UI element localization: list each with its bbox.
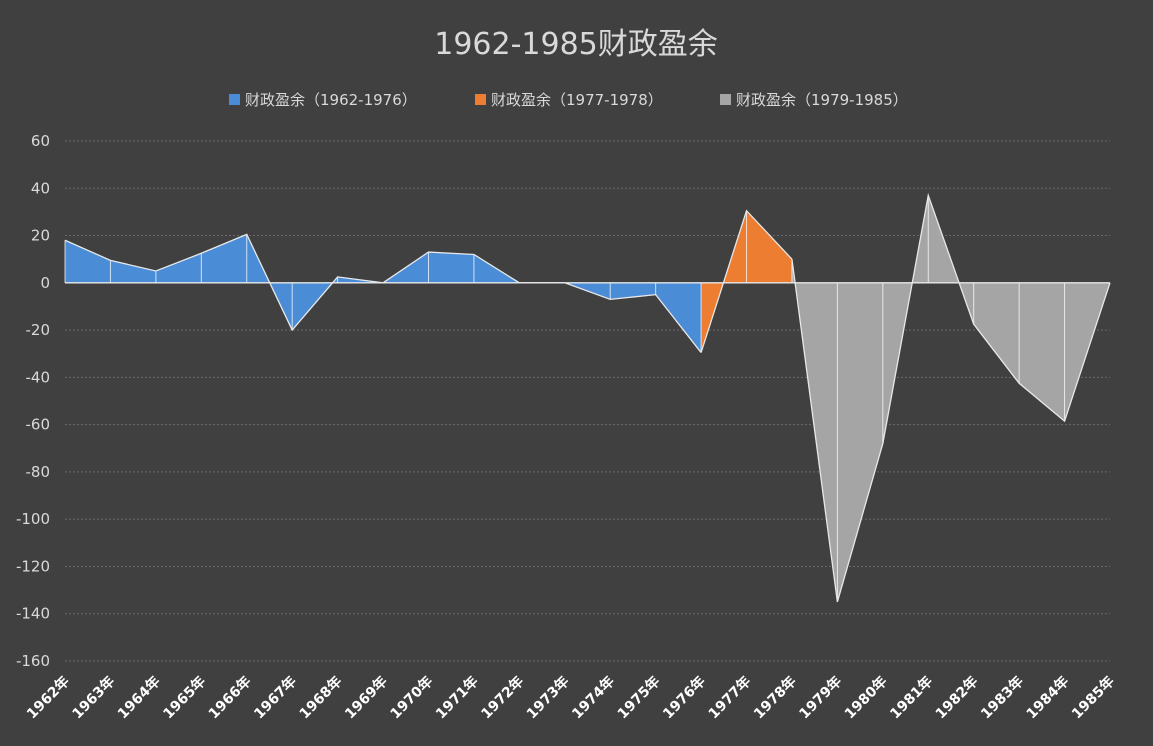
x-tick-label: 1973年: [523, 673, 572, 722]
series-area-1: [65, 234, 702, 353]
legend-label: 财政盈余（1979-1985）: [736, 91, 908, 109]
x-tick-label: 1974年: [569, 673, 618, 722]
y-tick-label: 0: [40, 274, 50, 292]
x-tick-label: 1967年: [251, 673, 300, 722]
x-tick-label: 1979年: [796, 673, 845, 722]
legend-swatch: [720, 94, 731, 105]
y-tick-label: 40: [31, 179, 50, 197]
y-tick-label: -80: [26, 463, 51, 481]
y-tick-label: 20: [31, 227, 50, 245]
y-tick-label: -60: [26, 416, 51, 434]
x-tick-label: 1968年: [296, 673, 345, 722]
series-areas: [65, 195, 1110, 602]
x-tick-label: 1970年: [387, 673, 436, 722]
x-tick-label: 1971年: [432, 673, 481, 722]
x-tick-label: 1966年: [205, 673, 254, 722]
chart-title: 1962-1985财政盈余: [434, 27, 718, 62]
y-tick-label: 60: [31, 132, 50, 150]
x-tick-label: 1977年: [705, 673, 754, 722]
y-tick-label: -20: [26, 321, 51, 339]
series-line-3: [791, 192, 1111, 603]
series-line-2: [700, 209, 793, 353]
x-tick-label: 1963年: [69, 673, 118, 722]
gridlines: [65, 140, 1110, 662]
legend-label: 财政盈余（1977-1978）: [491, 91, 663, 109]
series-area-3: [791, 195, 1110, 602]
x-tick-label: 1984年: [1023, 673, 1072, 722]
legend: 财政盈余（1962-1976） 财政盈余（1977-1978） 财政盈余（1979-…: [229, 91, 908, 109]
x-tick-label: 1965年: [160, 673, 209, 722]
x-axis: 1962年1963年1964年1965年1966年1967年1968年1969年…: [23, 673, 1117, 722]
y-tick-label: -140: [16, 605, 50, 623]
x-tick-label: 1983年: [977, 673, 1026, 722]
x-tick-label: 1975年: [614, 673, 663, 722]
legend-swatch: [229, 94, 240, 105]
x-tick-label: 1964年: [114, 673, 163, 722]
x-tick-label: 1969年: [341, 673, 390, 722]
x-tick-label: 1985年: [1068, 673, 1117, 722]
x-tick-label: 1981年: [887, 673, 936, 722]
legend-label: 财政盈余（1962-1976）: [245, 91, 417, 109]
x-tick-label: 1972年: [478, 673, 527, 722]
y-axis: 60 40 20 0 -20 -40 -60 -80 -100 -120 -140 -160: [16, 132, 50, 670]
y-tick-label: -160: [16, 652, 50, 670]
y-tick-label: -40: [26, 368, 51, 386]
legend-swatch: [475, 94, 486, 105]
x-tick-label: 1962年: [23, 673, 72, 722]
y-tick-label: -100: [16, 510, 50, 528]
x-tick-label: 1978年: [750, 673, 799, 722]
x-tick-label: 1982年: [932, 673, 981, 722]
x-tick-label: 1976年: [659, 673, 708, 722]
category-dividers: [64, 195, 1066, 602]
series-lines: [64, 192, 1111, 603]
y-tick-label: -120: [16, 557, 50, 575]
x-tick-label: 1980年: [841, 673, 890, 722]
